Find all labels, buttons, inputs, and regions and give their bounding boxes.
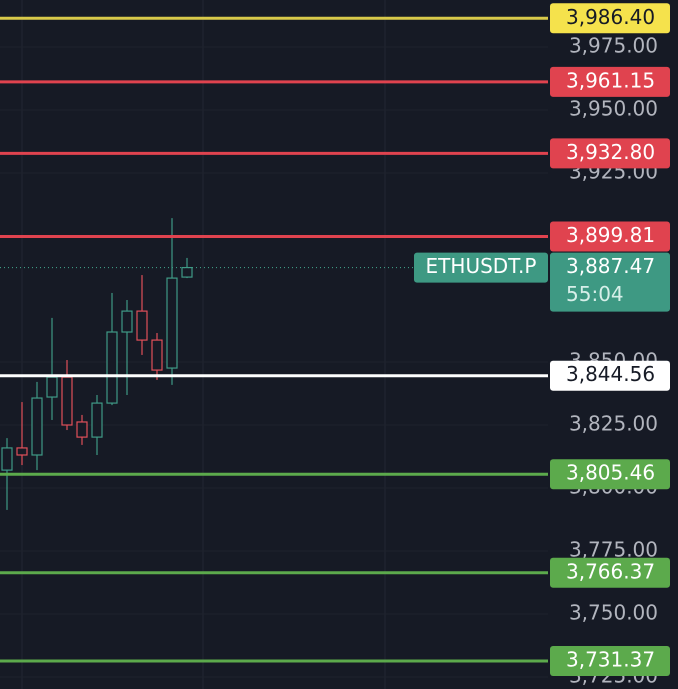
- current-price-label: 3,887.47: [566, 254, 655, 278]
- y-tick-label: 3,775.00: [569, 538, 658, 562]
- candle-body: [91, 402, 103, 438]
- candle-body: [76, 421, 88, 438]
- candle-body: [106, 331, 118, 404]
- countdown-label: 55:04: [566, 282, 624, 306]
- level-box: [550, 221, 670, 252]
- candle-body: [121, 310, 133, 333]
- y-tick-label: 3,975.00: [569, 33, 658, 57]
- level-box: [550, 459, 670, 490]
- level-label: 3,805.46: [566, 461, 655, 485]
- level-label: 3,766.37: [566, 559, 655, 583]
- level-box: [550, 360, 670, 391]
- candle-body: [181, 266, 193, 278]
- candle-body: [151, 339, 163, 371]
- level-box: [550, 138, 670, 169]
- candle-body: [31, 397, 43, 456]
- level-box: [550, 66, 670, 97]
- symbol-label: ETHUSDT.P: [426, 254, 537, 278]
- level-label: 3,932.80: [566, 140, 655, 164]
- candle-body: [16, 447, 28, 456]
- level-label: 3,844.56: [566, 362, 655, 386]
- candle-body: [46, 376, 58, 398]
- candle-body: [61, 376, 73, 426]
- candle-body: [166, 277, 178, 369]
- level-label: 3,961.15: [566, 68, 655, 92]
- y-tick-label: 3,950.00: [569, 96, 658, 120]
- level-box: [550, 645, 670, 676]
- price-box: [550, 252, 670, 312]
- level-box: [550, 557, 670, 588]
- level-label: 3,986.40: [566, 5, 655, 29]
- level-label: 3,899.81: [566, 223, 655, 247]
- candle-body: [1, 447, 13, 471]
- symbol-box: [414, 252, 548, 283]
- y-tick-label: 3,825.00: [569, 412, 658, 436]
- candle-body: [136, 310, 148, 341]
- level-label: 3,731.37: [566, 647, 655, 671]
- level-box: [550, 3, 670, 34]
- y-tick-label: 3,750.00: [569, 601, 658, 625]
